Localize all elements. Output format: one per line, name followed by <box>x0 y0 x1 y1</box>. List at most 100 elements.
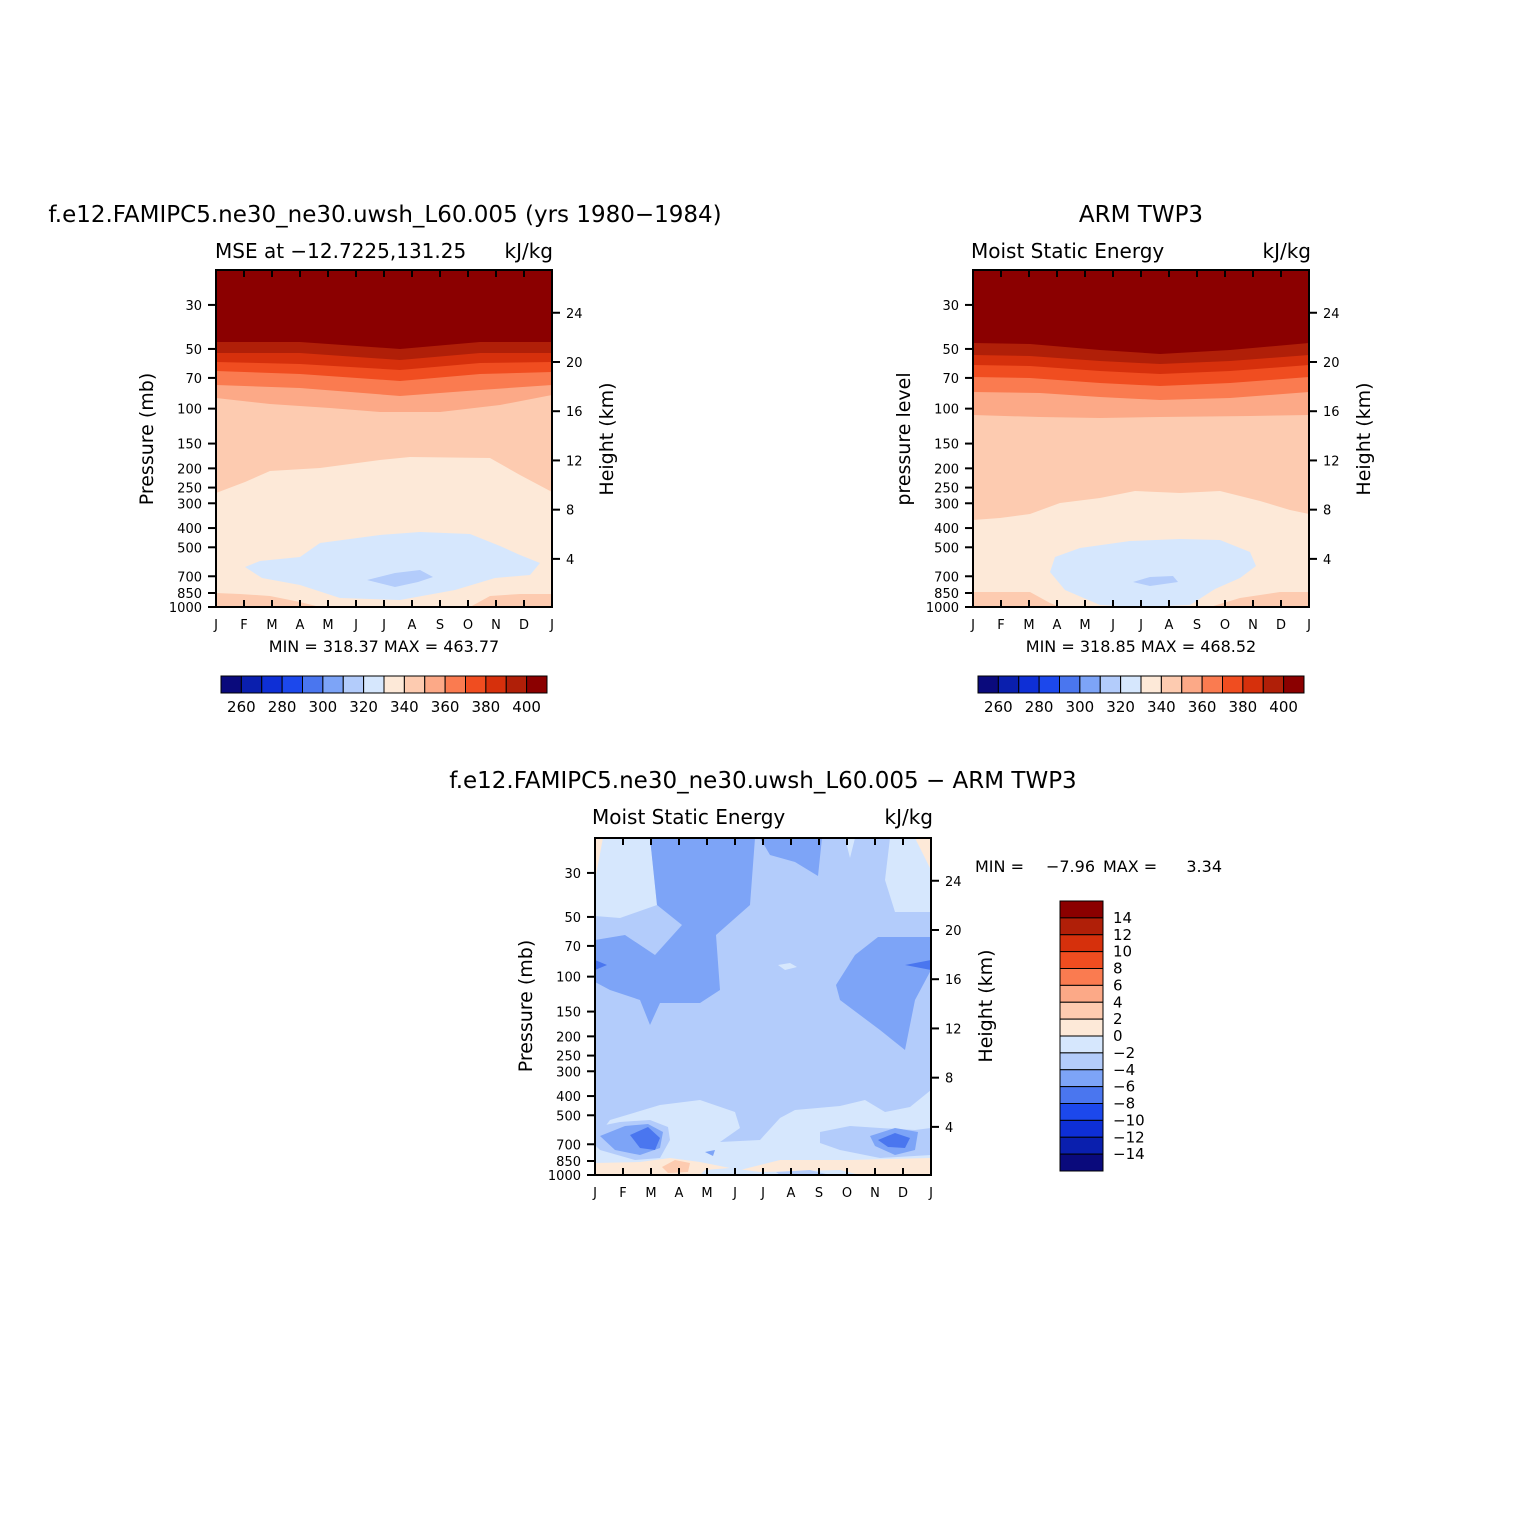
y-tick-label: 850 <box>934 587 959 602</box>
labelbar-label: 380 <box>1229 698 1258 716</box>
x-tick-label: J <box>732 1186 737 1201</box>
panel-obs-subtitle-left: Moist Static Energy <box>971 239 1164 263</box>
panel-obs-minmax: MIN = 318.85 MAX = 468.52 <box>1026 637 1256 656</box>
y-tick-label: 50 <box>564 911 581 926</box>
labelbar-box <box>1059 1119 1104 1138</box>
x-tick-label: J <box>213 618 218 633</box>
y-tick-label: 250 <box>556 1050 581 1065</box>
labelbar-box <box>1222 675 1244 694</box>
labelbar-label: 400 <box>1269 698 1298 716</box>
y2-tick-label: 24 <box>1323 307 1340 322</box>
labelbar-label: 280 <box>268 698 297 716</box>
y-tick-label: 700 <box>556 1138 581 1153</box>
labelbar-label: 260 <box>227 698 256 716</box>
panel-model-contours <box>215 269 553 608</box>
y-tick-label: 300 <box>934 497 959 512</box>
x-tick-label: M <box>701 1186 712 1201</box>
y-tick-label: 200 <box>934 462 959 477</box>
labelbar-box <box>261 675 283 694</box>
labelbar-box <box>403 675 426 694</box>
labelbar-box <box>1059 984 1104 1003</box>
labelbar-box <box>1262 675 1285 694</box>
y2-tick-label: 16 <box>945 973 962 988</box>
y-tick-label: 250 <box>934 482 959 497</box>
panel-model-title: f.e12.FAMIPC5.ne30_ne30.uwsh_L60.005 (yr… <box>48 202 721 228</box>
x-tick-label: J <box>1138 618 1143 633</box>
contour-fill-340-sfc-east <box>470 594 552 607</box>
labelbar-label: 14 <box>1113 909 1132 927</box>
x-tick-label: J <box>592 1186 597 1201</box>
labelbar-box <box>1283 675 1305 694</box>
labelbar-box <box>1059 1069 1104 1088</box>
contour-fill-minus4-to-minus6-west <box>595 838 755 1025</box>
x-tick-label: D <box>1276 618 1286 633</box>
x-tick-label: A <box>1165 618 1174 633</box>
labelbar-box <box>424 675 446 694</box>
labelbar-label: 360 <box>431 698 460 716</box>
y2-tick-label: 4 <box>566 553 574 568</box>
x-tick-label: D <box>898 1186 908 1201</box>
x-tick-label: S <box>1193 618 1201 633</box>
x-tick-label: O <box>463 618 473 633</box>
labelbar-box <box>977 675 999 694</box>
labelbar-box <box>1059 675 1081 694</box>
labelbar-box <box>1059 900 1104 919</box>
panel-model-labelbar: 260 280 300 320 340 360 380 400 <box>220 675 548 716</box>
contour-fill-minus6-to-minus8-low-west <box>630 1127 660 1150</box>
y-tick-label: 150 <box>177 438 202 453</box>
labelbar-box <box>1160 675 1183 694</box>
labelbar-box <box>1201 675 1223 694</box>
labelbar-label: 4 <box>1113 993 1123 1011</box>
labelbar-box <box>1059 1018 1104 1037</box>
labelbar-box <box>1059 1136 1104 1155</box>
labelbar-label: 300 <box>309 698 338 716</box>
panel-obs-y2label: Height (km) <box>1353 382 1375 495</box>
y2-tick-label: 20 <box>566 356 583 371</box>
x-tick-label: N <box>491 618 501 633</box>
contour-fill-310 <box>1133 576 1178 586</box>
y-tick-label: 100 <box>177 403 202 418</box>
y-tick-label: 1000 <box>926 601 959 616</box>
panel-diff-max-label: MAX = <box>1103 857 1157 876</box>
contour-fill-0-to-minus2-ne <box>885 838 931 912</box>
labelbar-box <box>1181 675 1203 694</box>
x-tick-label: M <box>1023 618 1034 633</box>
labelbar-label: 380 <box>472 698 501 716</box>
labelbar-box <box>240 675 263 694</box>
y2-tick-label: 20 <box>1323 356 1340 371</box>
labelbar-label: 320 <box>349 698 378 716</box>
y-tick-label: 30 <box>564 867 581 882</box>
x-tick-label: M <box>1079 618 1090 633</box>
labelbar-label: −2 <box>1113 1044 1135 1062</box>
y2-tick-label: 8 <box>566 504 574 519</box>
y-tick-label: 150 <box>934 438 959 453</box>
labelbar-box <box>1018 675 1040 694</box>
y2-tick-label: 8 <box>1323 504 1331 519</box>
labelbar-box <box>1059 1086 1104 1104</box>
panel-obs-labelbar: 260 280 300 320 340 360 380 400 <box>977 675 1305 716</box>
panel-diff-min-label: MIN = <box>975 857 1024 876</box>
panel-model-subtitle-right: kJ/kg <box>505 239 554 263</box>
labelbar-box <box>302 675 324 694</box>
labelbar-box <box>1059 951 1104 969</box>
x-tick-label: J <box>549 618 554 633</box>
contour-fill-0-to-2-corner-nw <box>595 838 603 880</box>
contour-fill-minus2-to-minus4-sfc <box>776 1170 830 1175</box>
labelbar-box <box>220 675 242 694</box>
panel-diff-contours <box>594 837 932 1176</box>
x-tick-label: S <box>815 1186 823 1201</box>
y-tick-label: 200 <box>177 462 202 477</box>
panel-obs-title: ARM TWP3 <box>1079 202 1203 228</box>
y2-tick-label: 24 <box>945 875 962 890</box>
labelbar-label: 400 <box>512 698 541 716</box>
labelbar-box <box>1059 968 1104 986</box>
panel-diff-y2label: Height (km) <box>975 949 997 1062</box>
contour-fill-320 <box>245 532 540 600</box>
panel-obs-ylabel: pressure level <box>893 372 915 505</box>
labelbar-box <box>363 675 385 694</box>
y-tick-label: 700 <box>177 570 202 585</box>
